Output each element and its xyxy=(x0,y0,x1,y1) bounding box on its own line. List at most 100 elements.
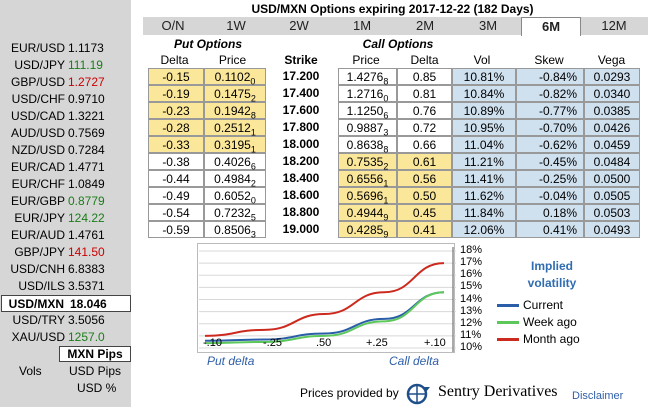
tab-on[interactable]: O/N xyxy=(161,18,185,33)
vols-label: Vols xyxy=(19,364,42,378)
currency-pair-label: USD/TRY xyxy=(12,313,65,327)
currency-row[interactable]: USD/JPY 111.19 xyxy=(0,57,131,74)
tab-1w[interactable]: 1W xyxy=(226,18,246,33)
currency-pair-label: GBP/USD xyxy=(10,75,65,89)
tab-2m[interactable]: 2M xyxy=(415,18,435,33)
currency-rate-value: 3.5371 xyxy=(68,279,105,293)
y-tick-label: 16% xyxy=(460,268,483,281)
tab-12m[interactable]: 12M xyxy=(601,18,627,33)
tab-6m[interactable]: 6M xyxy=(521,17,581,36)
call-price-cell: 1.42768 xyxy=(338,68,397,86)
skew-cell: 0.41% xyxy=(516,221,584,238)
call-delta-cell: 0.45 xyxy=(397,204,452,221)
put-price-pip: 1 xyxy=(250,144,256,155)
mxn-pips-button[interactable]: MXN Pips xyxy=(59,346,131,362)
put-price-value: 0.7232 xyxy=(214,206,251,220)
currency-row[interactable]: USD/TRY 3.5056 xyxy=(0,312,131,329)
currency-row[interactable]: EUR/JPY 124.22 xyxy=(0,210,131,227)
legend-swatch xyxy=(497,338,519,341)
tab-3m[interactable]: 3M xyxy=(478,18,498,33)
currency-row[interactable]: NZD/USD 0.7284 xyxy=(0,142,131,159)
vega-cell: 0.0503 xyxy=(584,204,640,221)
currency-rate-value: 6.8383 xyxy=(68,262,105,276)
call-delta-cell: 0.50 xyxy=(397,187,452,204)
tab-2w[interactable]: 2W xyxy=(289,18,309,33)
put-price-cell: 0.19428 xyxy=(204,102,266,120)
put-price-value: 0.1942 xyxy=(214,104,251,118)
currency-row[interactable]: EUR/CAD 1.4771 xyxy=(0,159,131,176)
call-price-value: 0.8638 xyxy=(346,138,384,152)
legend-label: Month ago xyxy=(523,332,580,346)
currency-rate-value: 111.19 xyxy=(68,58,103,72)
currency-rate-value: 1.0849 xyxy=(68,177,105,191)
currency-row[interactable]: GBP/JPY 141.50 xyxy=(0,244,131,261)
column-header: Vol xyxy=(473,53,491,67)
call-price-cell: 0.86388 xyxy=(338,136,397,154)
vol-cell: 11.21% xyxy=(452,153,516,170)
tab-1m[interactable]: 1M xyxy=(352,18,372,33)
currency-row[interactable]: USD/CHF 0.9710 xyxy=(0,91,131,108)
vol-cell: 10.84% xyxy=(452,85,516,102)
currency-row[interactable]: EUR/GBP 0.8779 xyxy=(0,193,131,210)
call-delta-cell: 0.41 xyxy=(397,221,452,238)
currency-row[interactable]: AUD/USD 0.7569 xyxy=(0,125,131,142)
currency-pair-label: USD/CHF xyxy=(11,92,65,106)
currency-row[interactable]: XAU/USD 1257.0 xyxy=(0,329,131,346)
currency-rate-value: 0.7284 xyxy=(68,143,105,157)
put-delta-cell: -0.23 xyxy=(148,102,204,119)
put-delta-cell: -0.54 xyxy=(148,204,204,221)
provider-name[interactable]: Sentry Derivatives xyxy=(438,383,558,400)
vol-cell: 11.84% xyxy=(452,204,516,221)
call-delta-cell: 0.76 xyxy=(397,102,452,119)
call-delta-cell: 0.85 xyxy=(397,68,452,85)
strike-cell: 18.200 xyxy=(282,154,320,168)
call-price-pip: 2 xyxy=(383,161,389,172)
currency-row[interactable]: USD/CAD 1.3221 xyxy=(0,108,131,125)
put-price-cell: 0.31951 xyxy=(204,136,266,155)
y-tick-label: 10% xyxy=(460,341,483,353)
put-price-pip: 2 xyxy=(250,178,256,189)
put-delta-cell: -0.38 xyxy=(148,153,204,170)
call-price-pip: 1 xyxy=(383,195,389,206)
call-price-cell: 0.42859 xyxy=(338,221,397,239)
column-header: Vega xyxy=(597,53,626,67)
currency-row[interactable]: USD/ILS 3.5371 xyxy=(0,278,131,295)
put-delta-cell: -0.28 xyxy=(148,119,204,136)
currency-row[interactable]: GBP/USD 1.2727 xyxy=(0,74,131,91)
vol-cell: 10.95% xyxy=(452,119,516,136)
currency-rate-value: 1.3221 xyxy=(68,109,105,123)
strike-cell: 17.200 xyxy=(282,69,320,83)
call-price-value: 0.9887 xyxy=(346,121,384,135)
column-header: Skew xyxy=(534,53,564,67)
put-delta-cell: -0.59 xyxy=(148,221,204,238)
currency-rate-value: 0.9710 xyxy=(68,92,105,106)
currency-row[interactable]: EUR/CHF 1.0849 xyxy=(0,176,131,193)
x-tick-label: +.10 xyxy=(424,337,446,349)
usd-pips-option[interactable]: USD Pips xyxy=(69,364,122,378)
currency-row[interactable]: EUR/USD 1.1173 xyxy=(0,40,131,57)
column-header: Delta xyxy=(410,53,439,67)
y-tick-label: 12% xyxy=(460,316,483,329)
call-delta-cell: 0.56 xyxy=(397,170,452,187)
put-price-value: 0.2512 xyxy=(214,121,251,135)
currency-row[interactable]: USD/CNH 6.8383 xyxy=(0,261,131,278)
skew-cell: -0.62% xyxy=(516,136,584,153)
put-price-value: 0.8506 xyxy=(214,223,251,237)
disclaimer-link[interactable]: Disclaimer xyxy=(572,390,624,402)
currency-row[interactable]: USD/MXN 18.046 xyxy=(1,295,131,312)
call-price-cell: 1.27160 xyxy=(338,85,397,103)
y-tick-label: 11% xyxy=(460,328,482,341)
currency-row[interactable]: EUR/AUD 1.4761 xyxy=(0,227,131,244)
call-delta-cell: 0.66 xyxy=(397,136,452,153)
usd-percent-option[interactable]: USD % xyxy=(77,381,117,395)
currency-rate-value: 0.8779 xyxy=(68,194,105,208)
skew-cell: -0.25% xyxy=(516,170,584,187)
call-price-pip: 9 xyxy=(383,212,389,223)
strike-cell: 19.000 xyxy=(282,222,320,236)
currency-pair-label: USD/ILS xyxy=(18,279,65,293)
put-price-cell: 0.25121 xyxy=(204,119,266,137)
column-header: Price xyxy=(352,53,380,67)
put-delta-cell: -0.49 xyxy=(148,187,204,204)
column-header: Delta xyxy=(160,53,189,67)
call-price-value: 0.5696 xyxy=(346,189,384,203)
